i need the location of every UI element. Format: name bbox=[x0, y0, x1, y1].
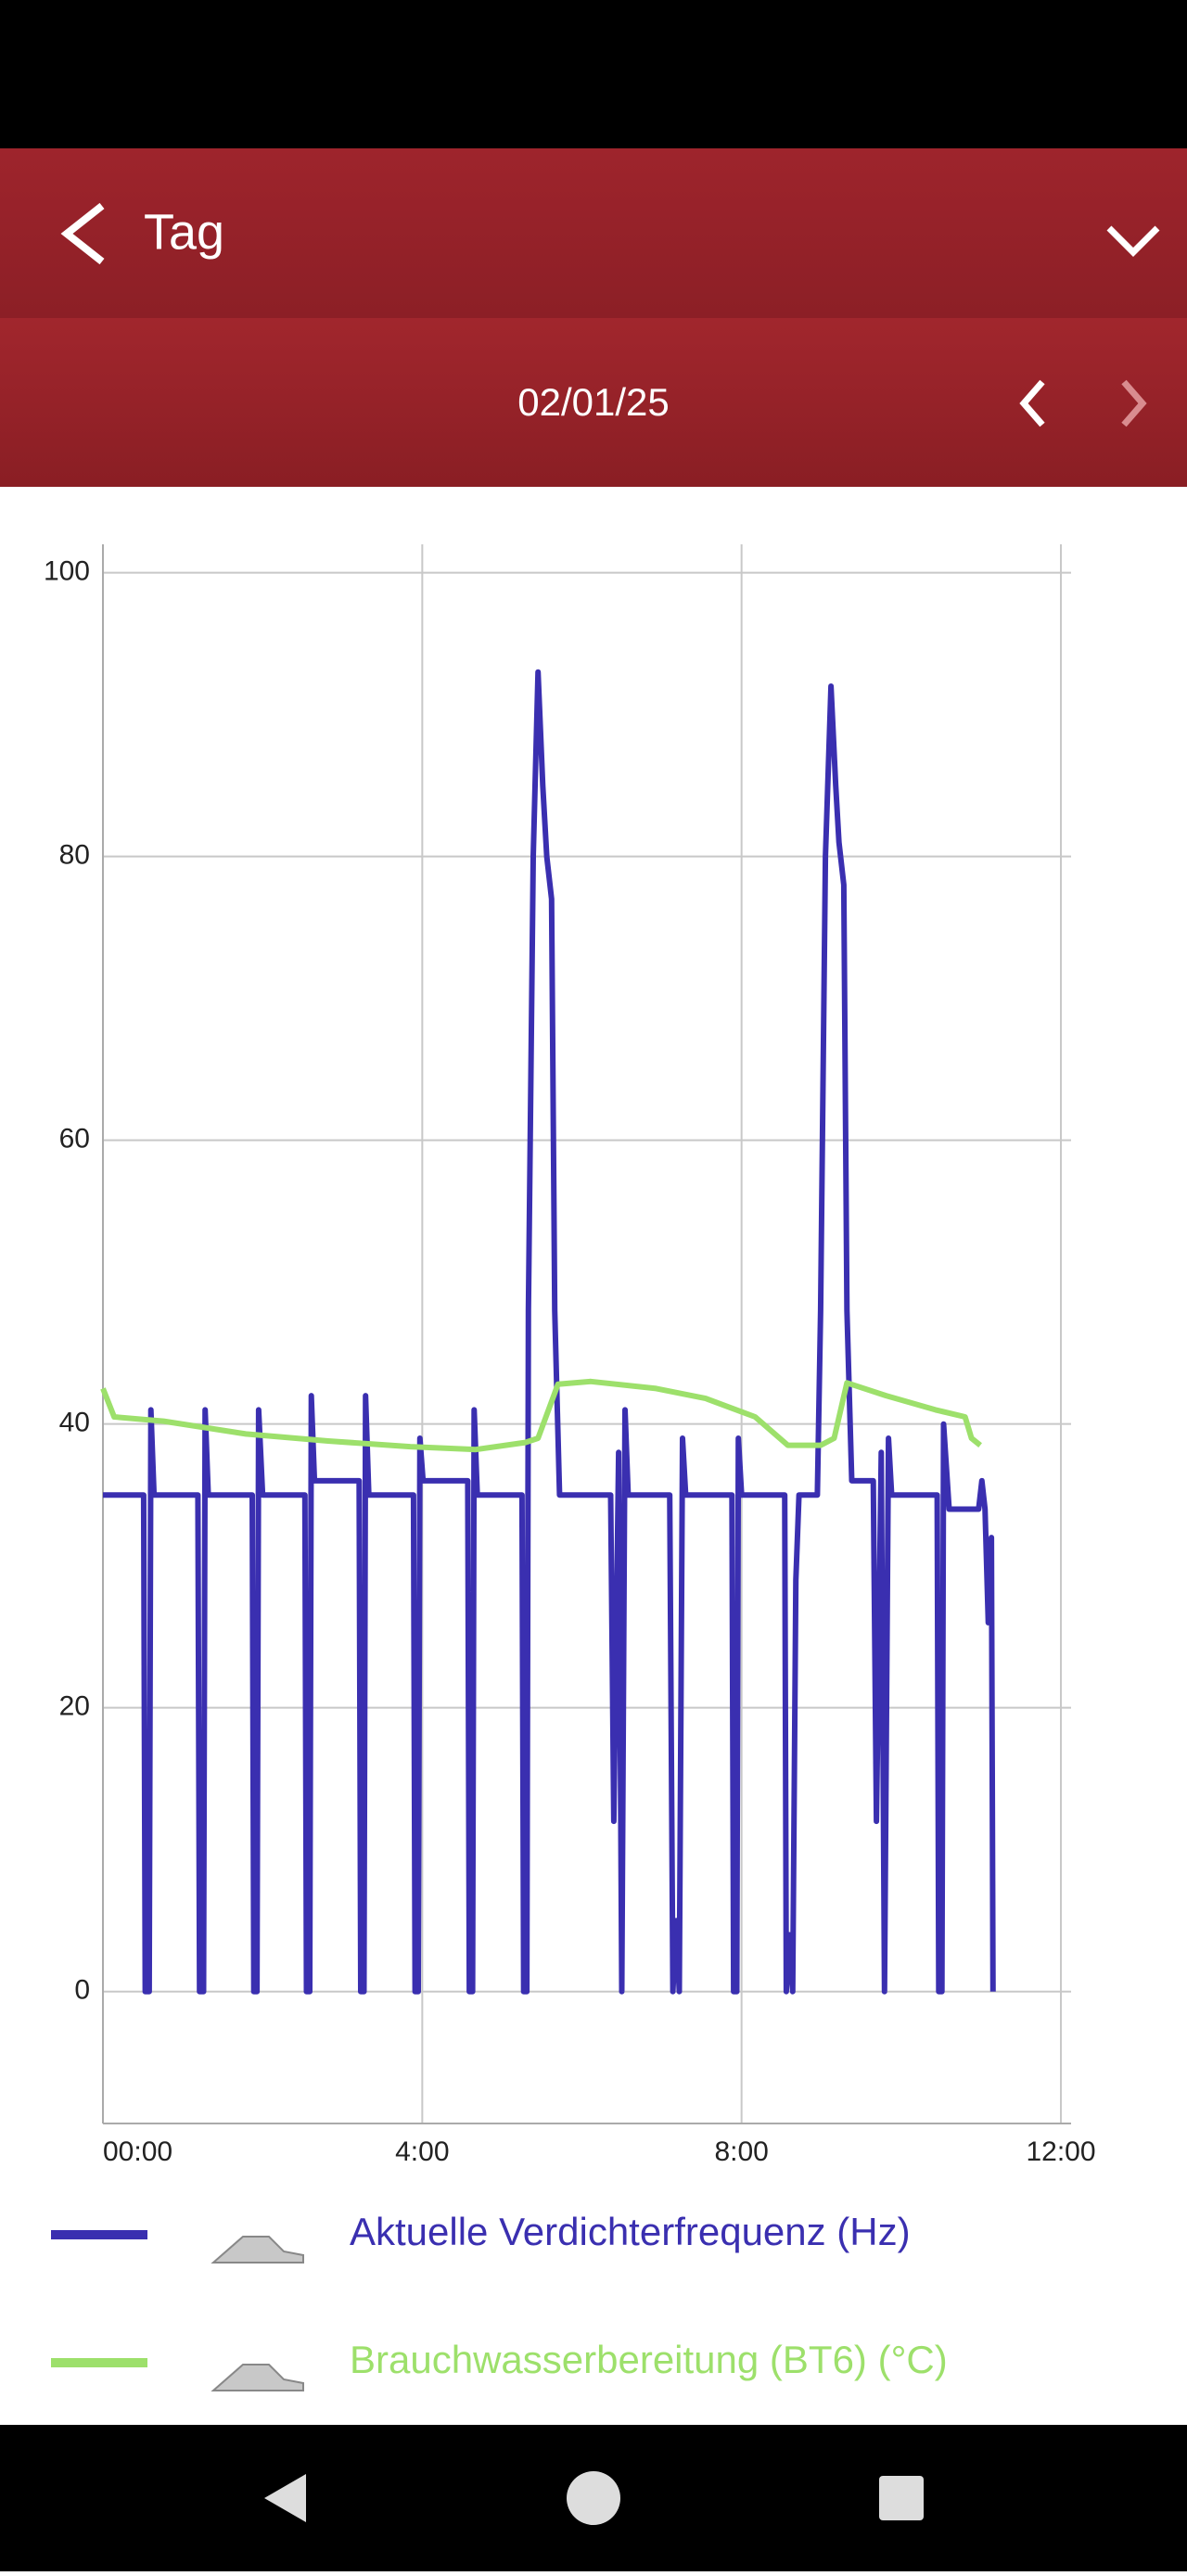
legend: Aktuelle Verdichterfrequenz (Hz) Brauchwa… bbox=[51, 2210, 948, 2391]
y-tick-label: 0 bbox=[74, 1975, 90, 2006]
status-bar bbox=[0, 0, 1187, 148]
x-tick-label: 00:00 bbox=[103, 2136, 172, 2167]
date-bar bbox=[0, 318, 1187, 487]
series-line bbox=[103, 669, 996, 1995]
series-line bbox=[100, 1378, 982, 1453]
legend-label: Brauchwasserbereitung (BT6) (°C) bbox=[350, 2338, 948, 2381]
legend-area-toggle[interactable] bbox=[211, 2364, 304, 2391]
nav-home[interactable] bbox=[567, 2471, 620, 2525]
back-button[interactable] bbox=[60, 202, 105, 265]
chart: 0 20 40 60 80 100 00:00 4:00 8:00 12:00 bbox=[44, 544, 1096, 2167]
x-tick-label: 12:00 bbox=[1026, 2136, 1095, 2167]
y-tick-label: 20 bbox=[59, 1691, 90, 1722]
next-day-button[interactable] bbox=[1121, 379, 1147, 427]
y-tick-label: 60 bbox=[59, 1124, 90, 1154]
y-tick-label: 40 bbox=[59, 1408, 90, 1438]
nav-back[interactable] bbox=[264, 2474, 306, 2522]
x-tick-label: 8:00 bbox=[714, 2136, 768, 2167]
x-tick-label: 4:00 bbox=[395, 2136, 449, 2167]
dropdown-button[interactable] bbox=[1106, 225, 1160, 257]
prev-day-button[interactable] bbox=[1019, 379, 1045, 427]
date-label: 02/01/25 bbox=[517, 380, 670, 424]
y-tick-label: 80 bbox=[59, 840, 90, 871]
legend-area-toggle[interactable] bbox=[211, 2236, 304, 2264]
legend-label: Aktuelle Verdichterfrequenz (Hz) bbox=[350, 2210, 911, 2253]
nav-recents[interactable] bbox=[879, 2476, 924, 2520]
app-header bbox=[0, 148, 1187, 318]
y-tick-label: 100 bbox=[44, 556, 90, 587]
header-title: Tag bbox=[144, 204, 224, 260]
